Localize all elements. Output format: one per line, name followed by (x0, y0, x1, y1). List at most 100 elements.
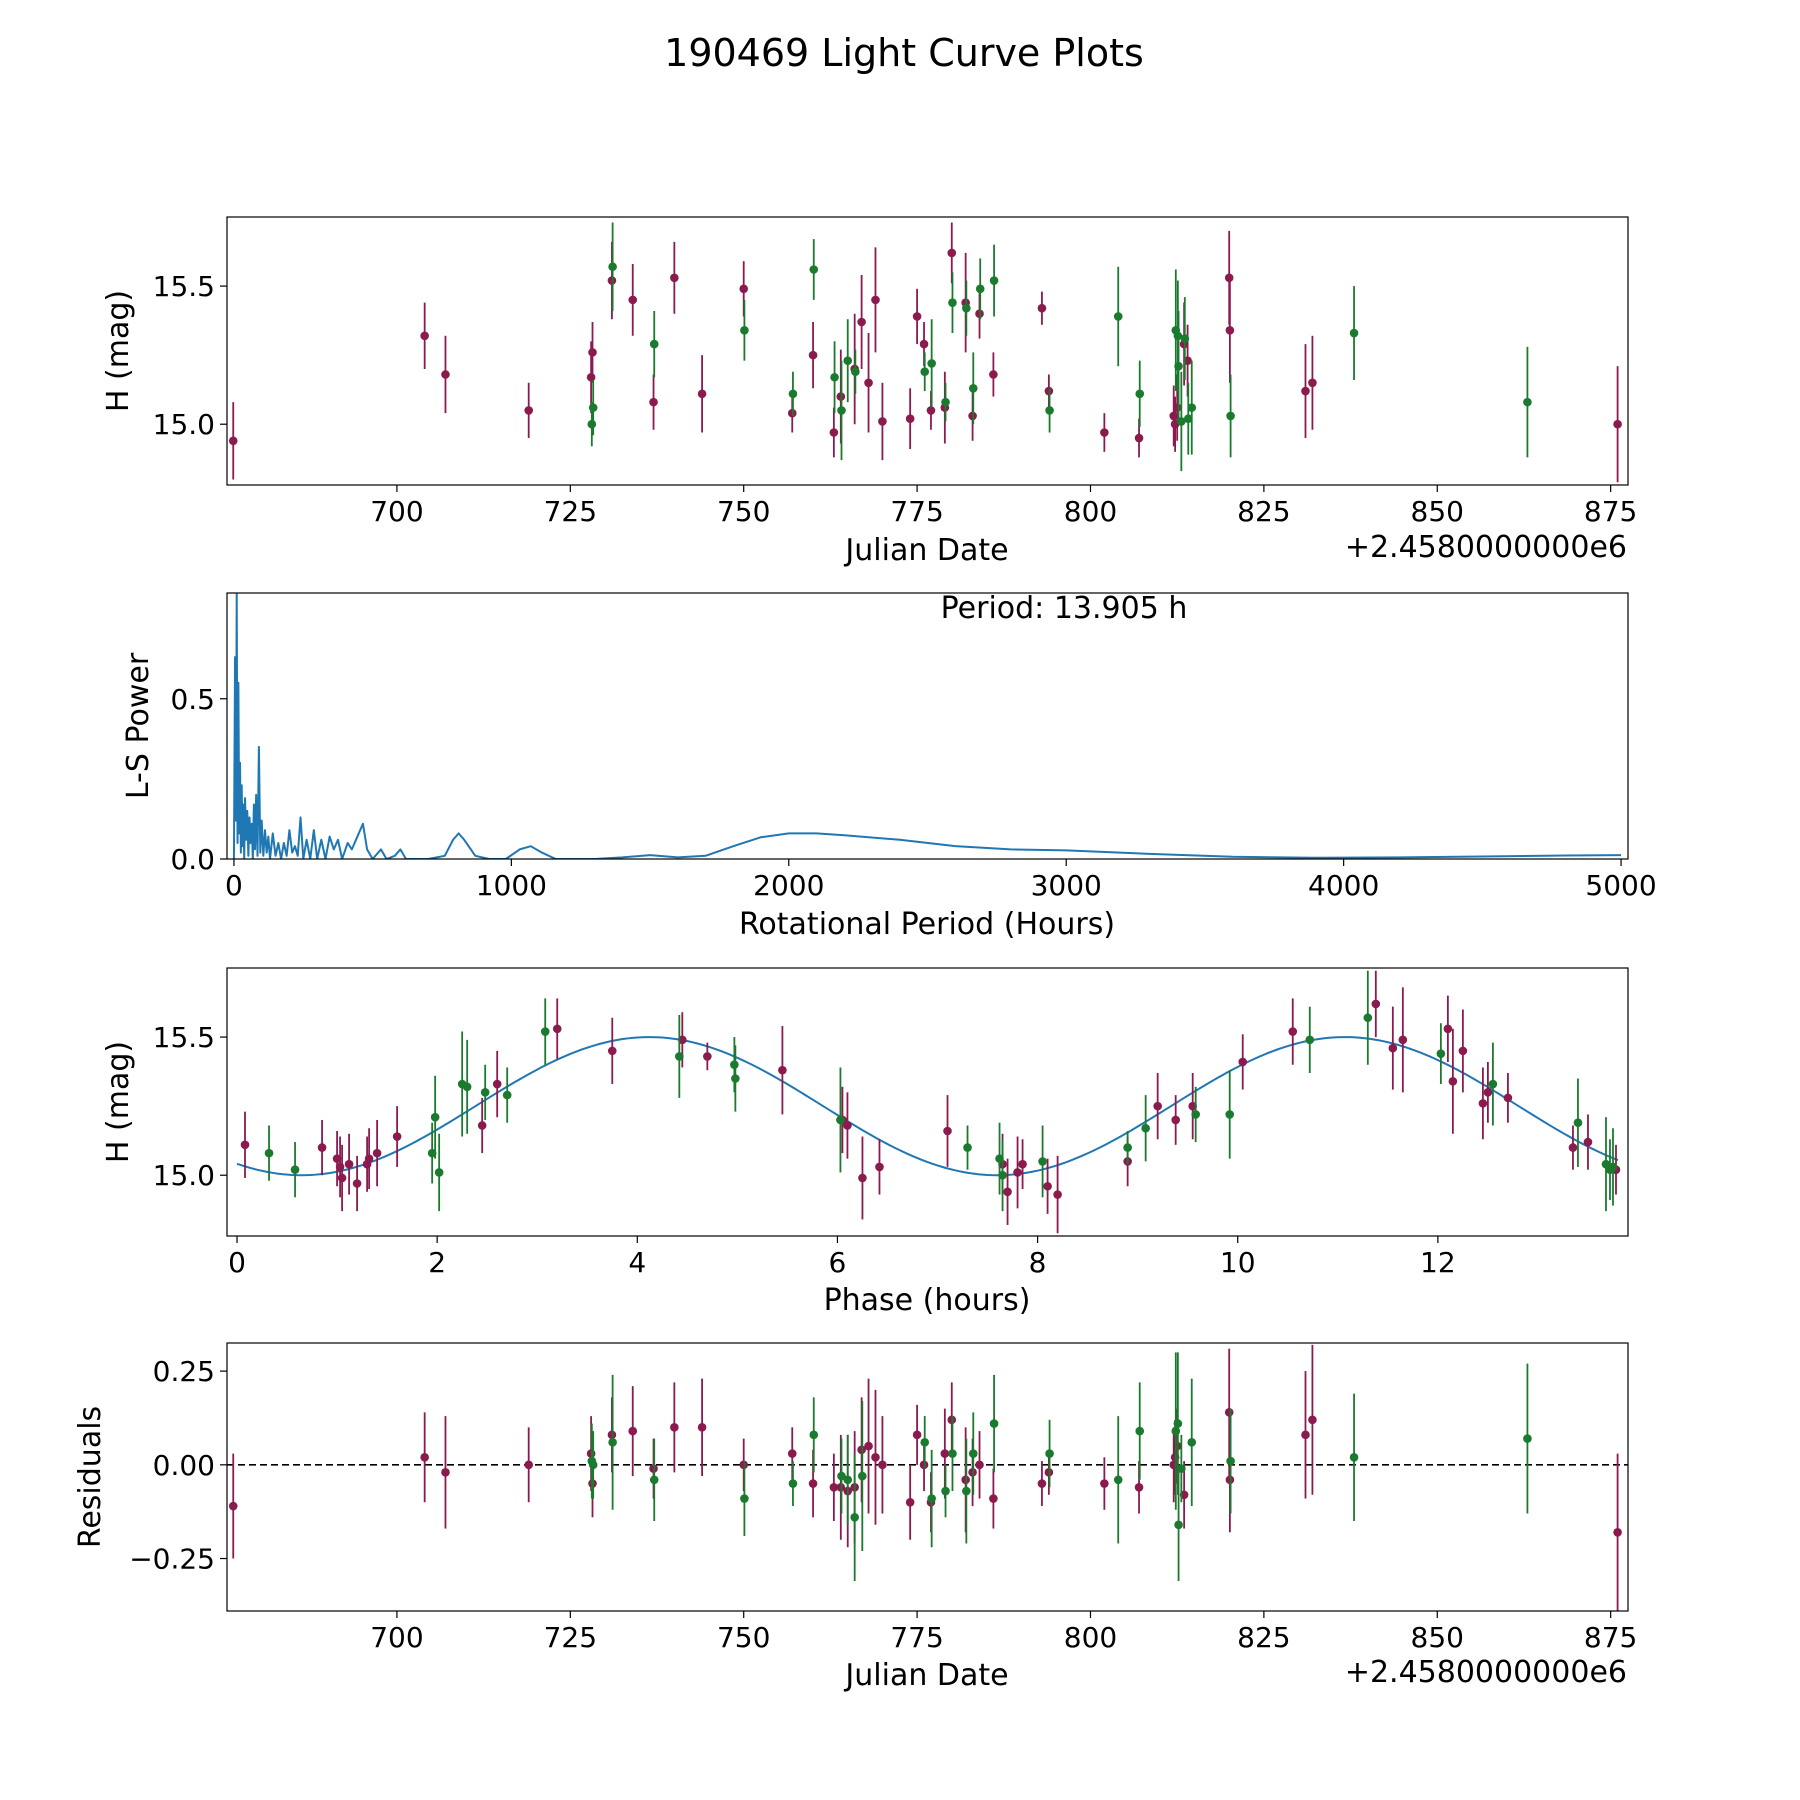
phased-green-point (836, 1115, 845, 1125)
residuals-green-point (850, 1512, 859, 1522)
lightcurve-panel: 700 725 750 775 800 825 850 875 15.0 15.5 Julian … (101, 216, 1637, 568)
residuals-magenta-point (1301, 1430, 1310, 1440)
phased-magenta-point (1398, 1035, 1408, 1045)
phased-xtick-label: 10 (1220, 1246, 1256, 1279)
periodogram-xlabel: Rotational Period (Hours) (739, 907, 1115, 942)
lightcurve-magenta-point (808, 350, 818, 360)
residuals-green-point (1135, 1426, 1145, 1436)
residuals-green-point (1349, 1453, 1359, 1462)
residuals-green-point (1045, 1449, 1054, 1458)
lightcurve-xtick-label: 700 (370, 495, 423, 528)
phased-magenta-point (1478, 1099, 1488, 1108)
periodogram-frame (226, 592, 1629, 860)
residuals-ytick-label: −0.25 (129, 1543, 215, 1576)
lightcurve-green-point (851, 367, 860, 377)
phased-xtick-label: 4 (628, 1246, 646, 1279)
residuals-magenta-point (829, 1483, 839, 1492)
residuals-green-point (968, 1449, 978, 1458)
lightcurve-xtick-label: 750 (717, 495, 770, 528)
phased-xtick-label: 2 (428, 1246, 446, 1279)
periodogram-xtick-label: 5000 (1585, 869, 1656, 902)
lightcurve-ytick-label: 15.5 (153, 270, 215, 303)
phased-ytick-label: 15.5 (153, 1021, 215, 1054)
lightcurve-green-point (1226, 411, 1235, 421)
lightcurve-green-point (837, 406, 846, 415)
lightcurve-magenta-point (739, 284, 749, 294)
phased-green-point (1225, 1110, 1235, 1119)
lightcurve-green-point (941, 397, 950, 407)
residuals-magenta-point (808, 1479, 818, 1488)
residuals-magenta-point (697, 1423, 707, 1432)
phased-magenta-point (1483, 1088, 1493, 1097)
phased-green-point (1141, 1123, 1150, 1133)
lightcurve-xtick-label: 725 (544, 495, 597, 528)
residuals-xlabel: Julian Date (843, 1658, 1008, 1693)
residuals-green-point (1226, 1456, 1235, 1466)
lightcurve-magenta-point (829, 428, 839, 437)
lightcurve-ytick-label: 15.0 (153, 408, 215, 441)
lightcurve-green-point (788, 389, 798, 399)
lightcurve-green-point (1349, 328, 1359, 338)
lightcurve-magenta-point (912, 312, 922, 321)
phased-magenta-point (352, 1179, 362, 1188)
residuals-green-point (1171, 1426, 1181, 1436)
phased-magenta-point (703, 1052, 712, 1061)
residuals-magenta-point (1308, 1415, 1317, 1425)
lightcurve-magenta-point (586, 372, 596, 382)
phased-magenta-point (335, 1162, 345, 1172)
lightcurve-green-point (843, 356, 853, 365)
lightcurve-green-point (948, 298, 957, 307)
phased-magenta-point (344, 1159, 354, 1169)
lightcurve-magenta-point (628, 295, 638, 305)
lightcurve-green-point (1135, 389, 1145, 399)
phased-xtick-label: 12 (1420, 1246, 1456, 1279)
lightcurve-magenta-point (947, 248, 957, 258)
residuals-frame (226, 1342, 1629, 1612)
residuals-magenta-point (628, 1426, 638, 1436)
lightcurve-green-point (975, 284, 985, 294)
residuals-xtick-label: 875 (1584, 1621, 1637, 1654)
phased-magenta-point (1043, 1181, 1052, 1191)
lightcurve-magenta-point (670, 273, 679, 283)
phased-magenta-point (1013, 1168, 1022, 1177)
lightcurve-green-point (830, 372, 839, 382)
periodogram-ylabel: L-S Power (121, 652, 156, 799)
lightcurve-magenta-point (1134, 433, 1144, 443)
residuals-magenta-point (940, 1449, 950, 1458)
periodogram-xtick-label: 0 (225, 869, 243, 902)
residuals-magenta-point (1100, 1479, 1109, 1488)
lightcurve-ylabel: H (mag) (101, 290, 136, 412)
phased-green-point (1608, 1162, 1618, 1172)
phased-magenta-point (337, 1173, 347, 1183)
sine-model-curve (236, 1036, 1619, 1177)
periodogram-ytick-label: 0.5 (170, 683, 215, 716)
phased-magenta-point (392, 1132, 402, 1141)
residuals-panel: 700 725 750 775 800 825 850 875 −0.25 0.00 0.25 Ju… (73, 1342, 1637, 1693)
phased-xtick-label: 6 (829, 1246, 847, 1279)
lightcurve-green-point (1180, 334, 1190, 343)
lightcurve-xtick-label: 775 (890, 495, 943, 528)
phased-green-point (963, 1143, 972, 1152)
residuals-green-point (1177, 1464, 1186, 1473)
lightcurve-magenta-point (864, 378, 873, 388)
phased-magenta-point (1003, 1187, 1012, 1197)
residuals-magenta-point (975, 1460, 984, 1470)
lightcurve-magenta-point (989, 370, 998, 379)
phased-green-point (998, 1170, 1007, 1180)
lightcurve-magenta-point (1100, 428, 1109, 437)
residuals-green-point (1187, 1438, 1197, 1447)
phased-magenta-point (778, 1065, 787, 1075)
phased-green-point (480, 1088, 490, 1097)
phased-green-point (1488, 1079, 1498, 1089)
phased-green-point (462, 1082, 472, 1092)
lightcurve-magenta-point (524, 406, 534, 415)
phased-magenta-point (1583, 1137, 1593, 1147)
residuals-green-point (809, 1430, 819, 1440)
residuals-xtick-label: 700 (370, 1621, 423, 1654)
residuals-green-point (788, 1479, 798, 1488)
residuals-magenta-point (787, 1449, 797, 1458)
residuals-magenta-point (905, 1498, 915, 1507)
lightcurve-magenta-point (1301, 386, 1310, 396)
phased-xtick-label: 8 (1029, 1246, 1047, 1279)
phased-green-point (1305, 1035, 1315, 1045)
